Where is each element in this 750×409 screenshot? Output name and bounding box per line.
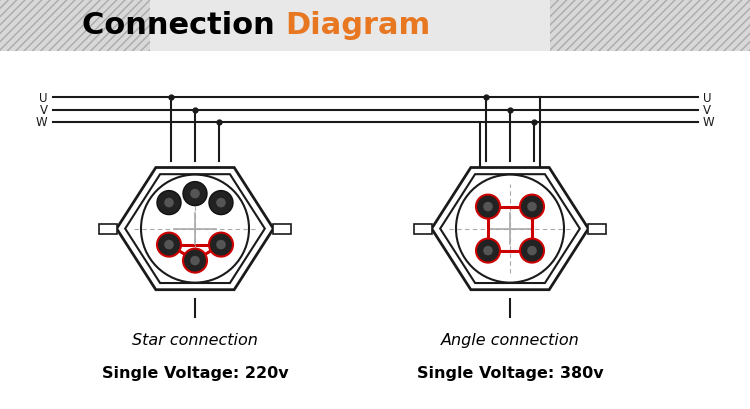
Polygon shape	[125, 175, 265, 283]
Ellipse shape	[183, 249, 207, 273]
Ellipse shape	[141, 175, 249, 283]
Text: W: W	[36, 116, 47, 129]
Ellipse shape	[476, 195, 500, 219]
Ellipse shape	[183, 182, 207, 206]
Ellipse shape	[190, 256, 200, 266]
Text: Angle connection: Angle connection	[441, 332, 579, 347]
Ellipse shape	[483, 246, 493, 256]
Ellipse shape	[527, 246, 537, 256]
FancyBboxPatch shape	[414, 224, 432, 234]
Text: V: V	[40, 104, 47, 117]
Ellipse shape	[157, 233, 181, 257]
FancyBboxPatch shape	[99, 224, 117, 234]
Text: W: W	[703, 116, 714, 129]
Ellipse shape	[216, 198, 226, 208]
Ellipse shape	[520, 239, 544, 263]
FancyBboxPatch shape	[550, 0, 750, 52]
Ellipse shape	[209, 191, 233, 215]
Ellipse shape	[164, 240, 174, 250]
FancyBboxPatch shape	[0, 0, 150, 52]
FancyBboxPatch shape	[273, 224, 291, 234]
Ellipse shape	[527, 202, 537, 212]
Text: Star connection: Star connection	[132, 332, 258, 347]
Ellipse shape	[157, 191, 181, 215]
Ellipse shape	[520, 195, 544, 219]
Text: U: U	[703, 92, 711, 105]
Text: U: U	[39, 92, 47, 105]
Text: V: V	[703, 104, 710, 117]
Ellipse shape	[164, 198, 174, 208]
Text: Single Voltage: 220v: Single Voltage: 220v	[102, 365, 288, 380]
FancyBboxPatch shape	[0, 0, 750, 52]
Polygon shape	[117, 168, 273, 290]
Ellipse shape	[216, 240, 226, 250]
Text: Connection: Connection	[82, 11, 285, 40]
Polygon shape	[440, 175, 580, 283]
Ellipse shape	[483, 202, 493, 212]
Ellipse shape	[190, 189, 200, 199]
Ellipse shape	[476, 239, 500, 263]
Text: Single Voltage: 380v: Single Voltage: 380v	[417, 365, 603, 380]
Polygon shape	[432, 168, 589, 290]
Ellipse shape	[209, 233, 233, 257]
Ellipse shape	[456, 175, 564, 283]
Text: Diagram: Diagram	[285, 11, 430, 40]
FancyBboxPatch shape	[589, 224, 607, 234]
